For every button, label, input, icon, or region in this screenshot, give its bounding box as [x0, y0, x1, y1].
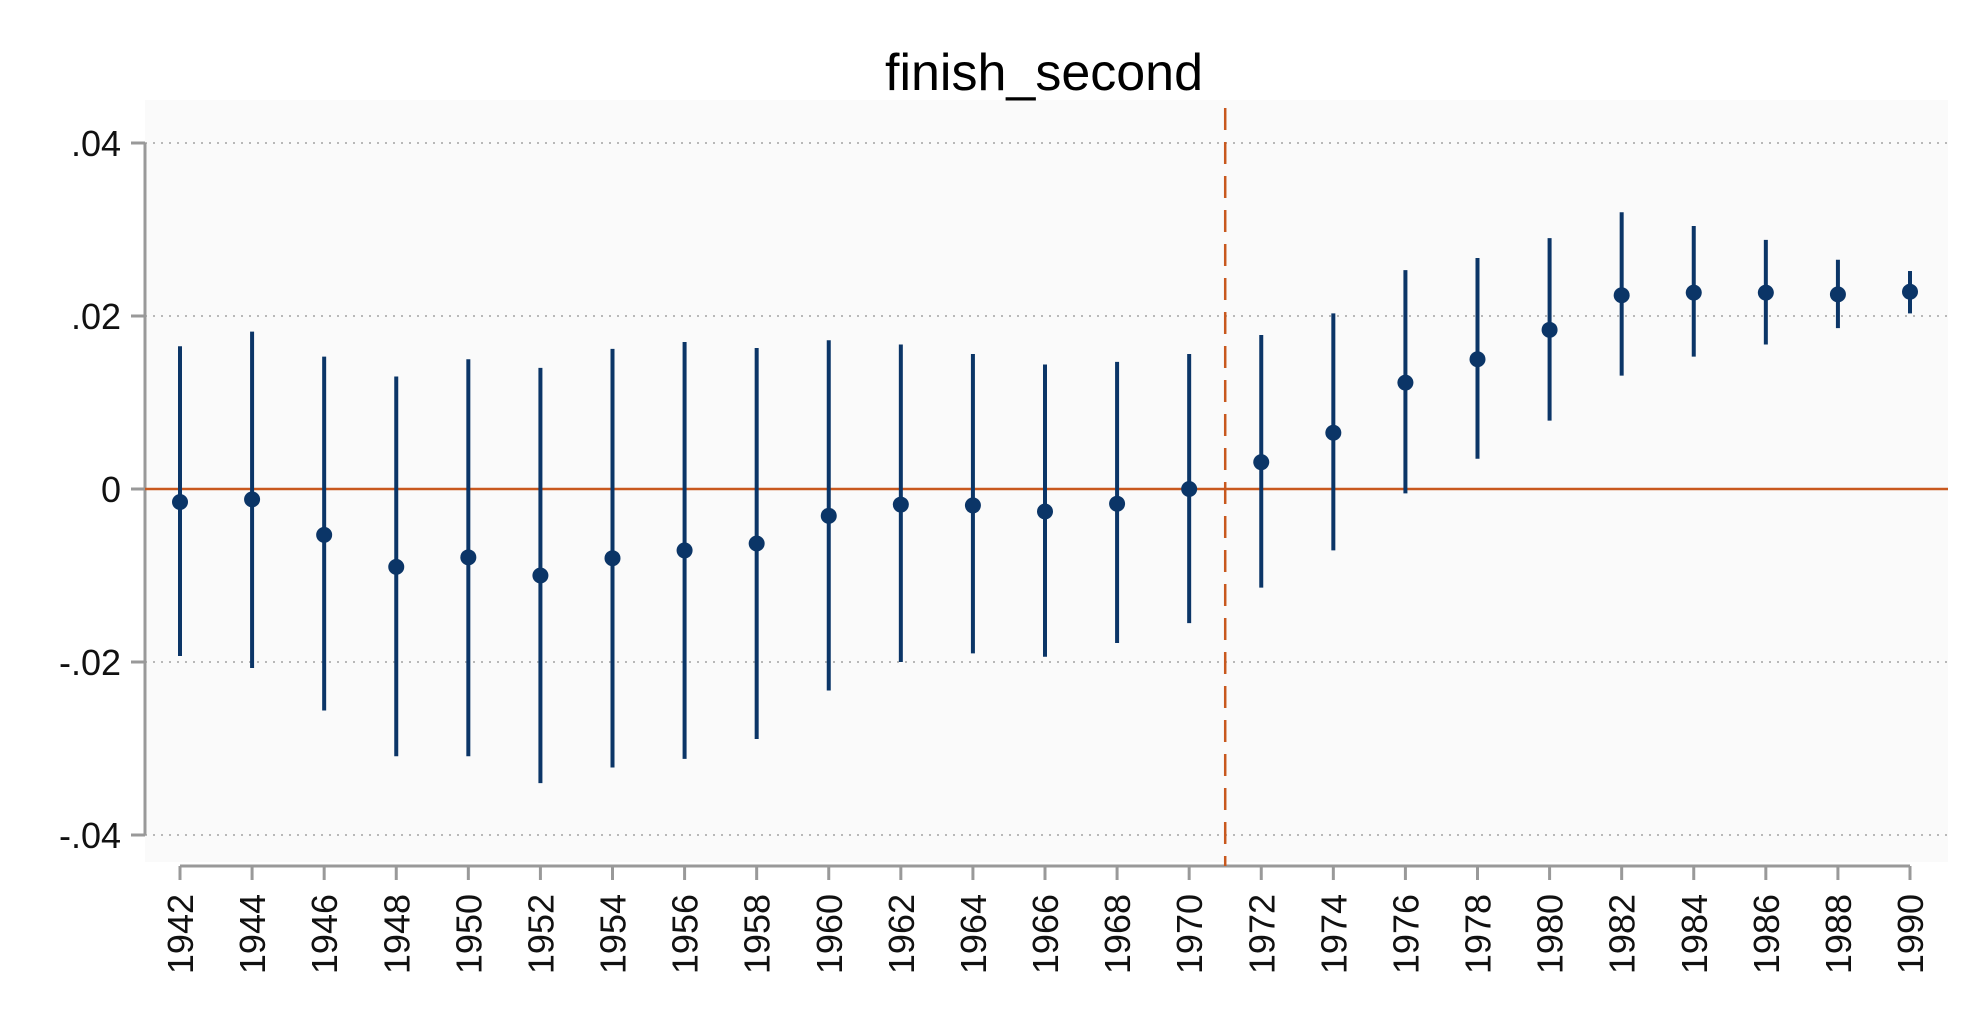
x-tick-label: 1976 — [1385, 894, 1426, 974]
x-tick-label: 1946 — [304, 894, 345, 974]
x-axis: 1942 1944 1946 1948 1950 1952 1954 1956 1958 1960… — [160, 864, 1931, 974]
x-tick-label: 1978 — [1458, 894, 1499, 974]
point-estimates — [172, 283, 1918, 584]
y-tick-label: -.04 — [59, 815, 121, 856]
point-estimate — [604, 550, 621, 567]
point-estimate — [316, 526, 333, 543]
x-tick-label: 1948 — [376, 894, 417, 974]
x-tick-label: 1950 — [448, 894, 489, 974]
y-axis: -.04 -.02 0 .02 .04 — [59, 123, 147, 856]
point-estimate — [1037, 503, 1053, 520]
x-tick-label: 1942 — [160, 894, 201, 974]
point-estimate — [1253, 454, 1270, 471]
chart-title: finish_second — [885, 44, 1203, 102]
x-tick-label: 1944 — [232, 894, 273, 974]
y-tick-label: 0 — [101, 469, 121, 510]
point-estimate — [244, 491, 261, 508]
x-tick-label: 1954 — [593, 894, 634, 974]
point-estimate — [820, 507, 837, 524]
y-tick-label: -.02 — [59, 642, 121, 683]
x-tick-label: 1966 — [1025, 894, 1066, 974]
x-tick-label: 1960 — [809, 894, 850, 974]
x-tick-label: 1968 — [1097, 894, 1138, 974]
x-tick-label: 1970 — [1169, 894, 1210, 974]
point-estimate — [1613, 287, 1630, 304]
y-tick-label: .02 — [71, 296, 121, 337]
point-estimate — [964, 497, 981, 514]
point-estimate — [1325, 424, 1342, 441]
x-tick-label: 1982 — [1602, 894, 1643, 974]
x-tick-label: 1986 — [1746, 894, 1787, 974]
x-tick-label: 1952 — [520, 894, 561, 974]
point-estimate — [1757, 284, 1774, 301]
x-tick-label: 1964 — [953, 894, 994, 974]
x-tick-label: 1990 — [1890, 894, 1931, 974]
x-tick-label: 1974 — [1313, 894, 1354, 974]
point-estimate — [1109, 495, 1126, 512]
y-tick-label: .04 — [71, 123, 121, 164]
point-estimate — [1829, 286, 1846, 303]
point-estimate — [1469, 351, 1486, 368]
x-tick-label: 1980 — [1530, 894, 1571, 974]
point-estimate — [1902, 283, 1918, 300]
x-tick-label: 1972 — [1241, 894, 1282, 974]
point-estimate — [1181, 481, 1198, 497]
x-tick-label: 1984 — [1674, 894, 1715, 974]
point-estimate — [1541, 321, 1558, 338]
point-estimate — [532, 567, 549, 584]
x-tick-label: 1988 — [1818, 894, 1859, 974]
point-estimate — [172, 493, 188, 510]
point-estimate — [892, 496, 909, 513]
point-estimate — [748, 535, 765, 552]
x-tick-label: 1956 — [665, 894, 706, 974]
x-tick-label: 1962 — [881, 894, 922, 974]
point-estimate — [460, 549, 477, 566]
point-estimate — [1685, 284, 1702, 301]
x-tick-label: 1958 — [737, 894, 778, 974]
point-estimate — [388, 558, 405, 575]
point-estimate — [1397, 374, 1414, 391]
point-estimate — [676, 542, 693, 559]
